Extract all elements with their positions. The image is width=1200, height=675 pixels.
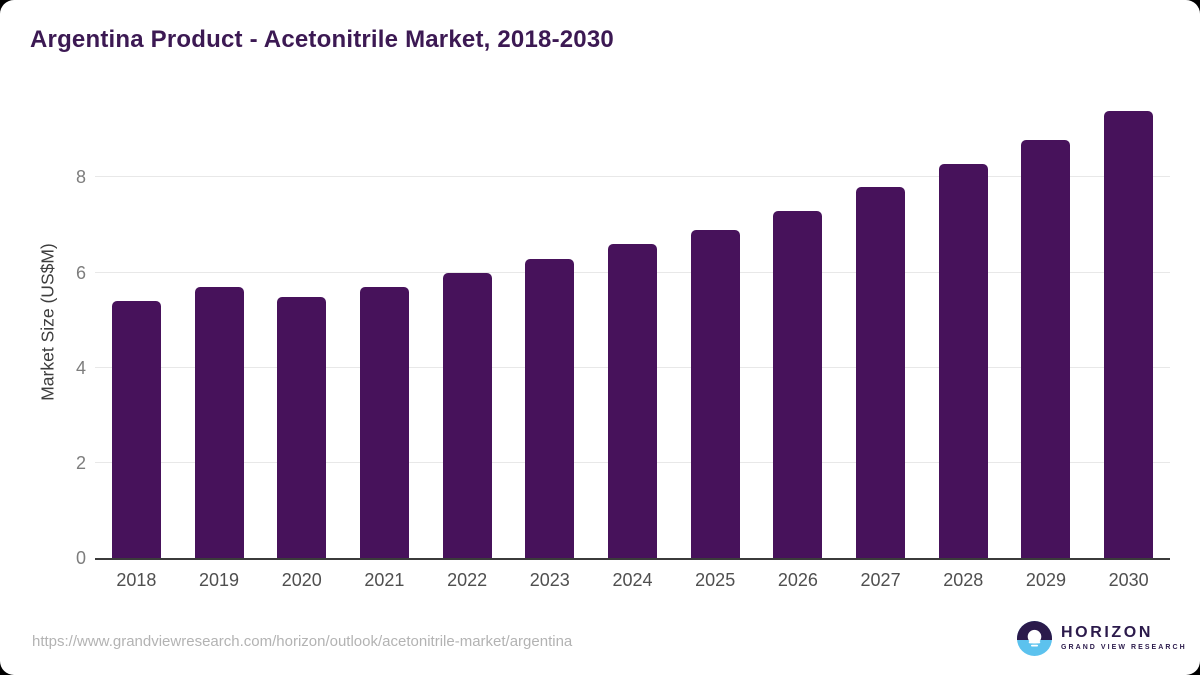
x-tick-label-2026: 2026	[777, 570, 818, 590]
x-tick-label-2022: 2022	[447, 570, 488, 590]
y-axis-tick-labels: 0 2 4 6 8	[38, 98, 86, 567]
y-tick-label-6: 6	[75, 262, 86, 283]
x-axis-tick-labels: 2018 2019 2020 2021 2022 2023 2024 2025 2026 2027…	[95, 568, 1170, 592]
x-tick-label-2019: 2019	[199, 570, 240, 590]
bar-2028	[938, 164, 988, 558]
bar-2027	[856, 186, 906, 558]
bar-2021	[359, 286, 409, 558]
x-tick-label-2030: 2030	[1108, 570, 1149, 590]
logo-subtitle: GRAND VIEW RESEARCH	[1061, 643, 1187, 651]
bar-2023	[525, 258, 575, 558]
x-tick-label-2023: 2023	[529, 570, 570, 590]
y-tick-label-4: 4	[75, 357, 86, 378]
x-tick-label-2024: 2024	[612, 570, 653, 590]
y-tick-label-8: 8	[75, 167, 86, 188]
gridline-8	[95, 176, 1170, 178]
y-tick-label-0: 0	[75, 548, 86, 568]
bar-2029	[1021, 139, 1071, 558]
y-tick-label-2: 2	[75, 452, 86, 473]
logo-name: HORIZON	[1061, 623, 1153, 641]
bar-2025	[690, 229, 740, 558]
horizon-logo: HORIZON GRAND VIEW RESEARCH	[1017, 619, 1187, 657]
bar-2022	[442, 273, 492, 558]
x-tick-label-2028: 2028	[943, 570, 984, 590]
x-tick-label-2029: 2029	[1025, 570, 1066, 590]
bar-2030	[1104, 110, 1154, 558]
horizon-sun-icon	[1017, 620, 1052, 656]
logo-text: HORIZON GRAND VIEW RESEARCH	[1061, 623, 1187, 652]
bar-2024	[608, 244, 657, 558]
x-tick-label-2021: 2021	[364, 570, 405, 590]
source-url: https://www.grandviewresearch.com/horizo…	[32, 633, 573, 650]
x-tick-label-2020: 2020	[281, 570, 322, 590]
chart-title: Argentina Product - Acetonitrile Market,…	[30, 26, 614, 53]
x-tick-label-2018: 2018	[116, 570, 157, 590]
x-tick-label-2027: 2027	[860, 570, 901, 590]
bar-2026	[773, 210, 823, 558]
x-tick-label-2025: 2025	[695, 570, 736, 590]
plot-area	[95, 98, 1170, 560]
bar-2018	[111, 301, 161, 558]
bar-2019	[194, 286, 244, 558]
bar-2020	[277, 297, 327, 558]
